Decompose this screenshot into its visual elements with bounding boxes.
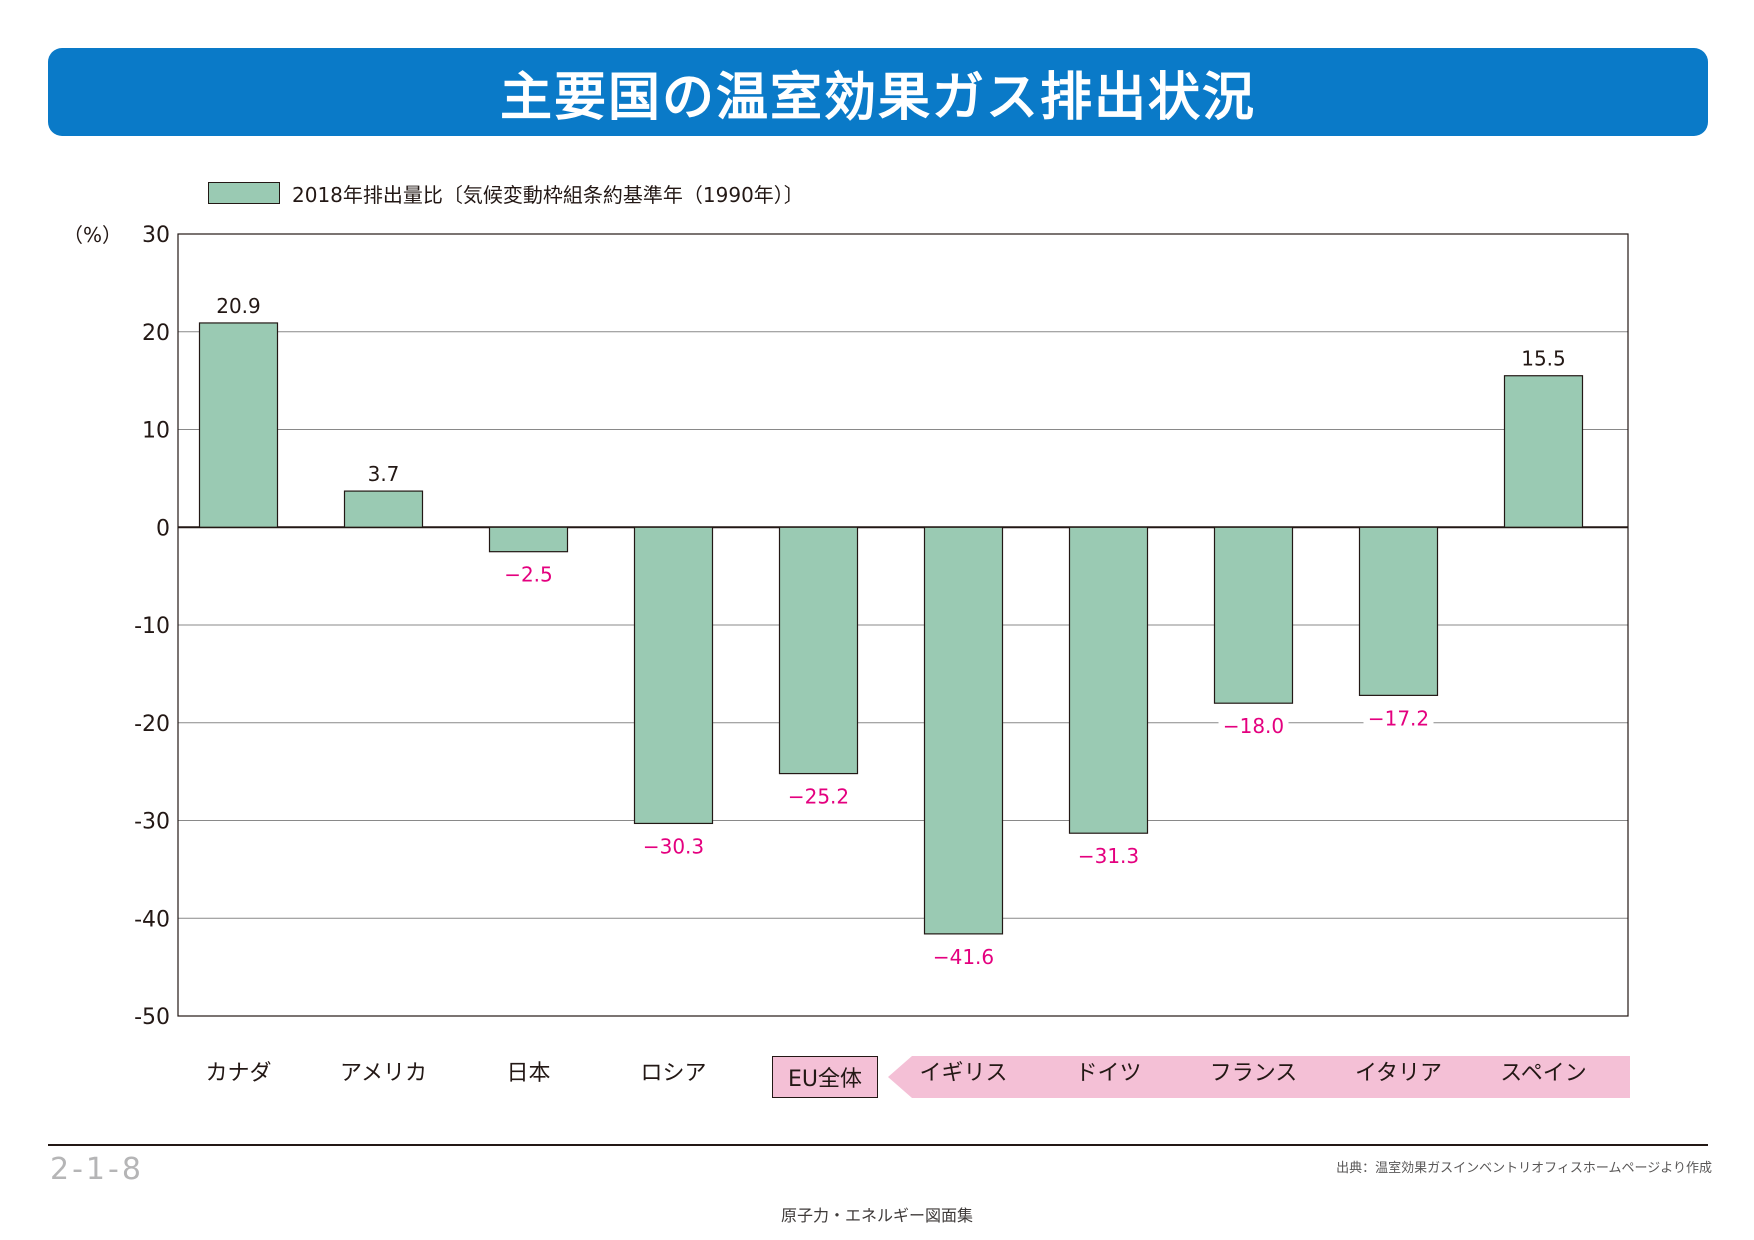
category-label-eu: EU全体 — [787, 1067, 862, 1092]
eu-members-band — [888, 1056, 1630, 1098]
value-label-bg — [783, 783, 854, 810]
eu-group-label: EU全体 — [772, 1056, 878, 1098]
category-label: イタリア — [1355, 1061, 1442, 1086]
title-bar: 主要国の温室効果ガス排出状況 — [48, 48, 1708, 136]
y-tick-label: -50 — [134, 1005, 170, 1030]
category-label: アメリカ — [340, 1061, 427, 1086]
y-tick-label: 0 — [156, 516, 170, 541]
category-label: ロシア — [640, 1061, 706, 1086]
value-label: −31.3 — [1078, 844, 1139, 868]
y-tick-label: -30 — [134, 810, 170, 835]
category-label: 日本 — [506, 1061, 550, 1086]
bar-chart: 30 20 10 0 -10 -20 -30 -40 -50 （%） 20.9 カナダ 3.7 アメリカ −… — [63, 223, 1630, 1098]
value-label: 3.7 — [368, 462, 400, 486]
plot-frame — [177, 233, 1629, 1017]
y-tick-label: -10 — [134, 614, 170, 639]
category-label: フランス — [1210, 1061, 1298, 1086]
category-label: カナダ — [205, 1061, 271, 1086]
bar-8 — [1358, 526, 1439, 696]
value-label: −41.6 — [933, 945, 994, 969]
bar-4 — [778, 526, 859, 775]
bar-9 — [1503, 375, 1584, 528]
value-label: −30.3 — [643, 834, 704, 858]
bar-7 — [1213, 526, 1294, 704]
collection-title: 原子力・エネルギー図面集 — [780, 1206, 973, 1225]
value-label-bg — [1073, 843, 1144, 870]
legend-label: 2018年排出量比〔気候変動枠組条約基準年（1990年）〕 — [292, 182, 804, 207]
y-tick-label: 10 — [142, 419, 170, 444]
value-label: −25.2 — [788, 785, 849, 809]
category-label: ドイツ — [1075, 1061, 1141, 1086]
bar-6 — [1068, 526, 1149, 834]
value-label-bg — [638, 833, 709, 860]
page-title: 主要国の温室効果ガス排出状況 — [499, 67, 1256, 128]
category-label: イギリス — [919, 1061, 1007, 1086]
y-tick-label: 30 — [142, 223, 170, 248]
bar-2 — [488, 526, 569, 553]
value-label: 15.5 — [1521, 347, 1566, 371]
category-label: スペイン — [1500, 1061, 1586, 1086]
value-label-bg — [1218, 713, 1289, 740]
page-number: 2-1-8 — [50, 1152, 144, 1187]
y-tick-label: -40 — [134, 907, 170, 932]
bar-5 — [923, 526, 1004, 935]
y-tick-label: 20 — [142, 321, 170, 346]
value-label: −18.0 — [1223, 714, 1284, 738]
value-label-bg — [928, 943, 999, 970]
y-axis-unit: （%） — [63, 223, 122, 247]
bar-0 — [198, 322, 279, 528]
value-label: −2.5 — [504, 563, 553, 587]
bar-3 — [633, 526, 714, 825]
legend-swatch — [208, 182, 280, 204]
source-note: 出典：温室効果ガスインベントリオフィスホームページより作成 — [1336, 1161, 1712, 1176]
bottom-divider — [48, 1144, 1708, 1146]
chart-legend: 2018年排出量比〔気候変動枠組条約基準年（1990年）〕 — [208, 180, 804, 207]
y-tick-label: -20 — [134, 712, 170, 737]
value-label-bg — [1363, 705, 1434, 732]
bar-1 — [343, 490, 424, 528]
value-label: 20.9 — [216, 294, 261, 318]
value-label: −17.2 — [1368, 706, 1429, 730]
value-label-bg — [499, 561, 558, 588]
